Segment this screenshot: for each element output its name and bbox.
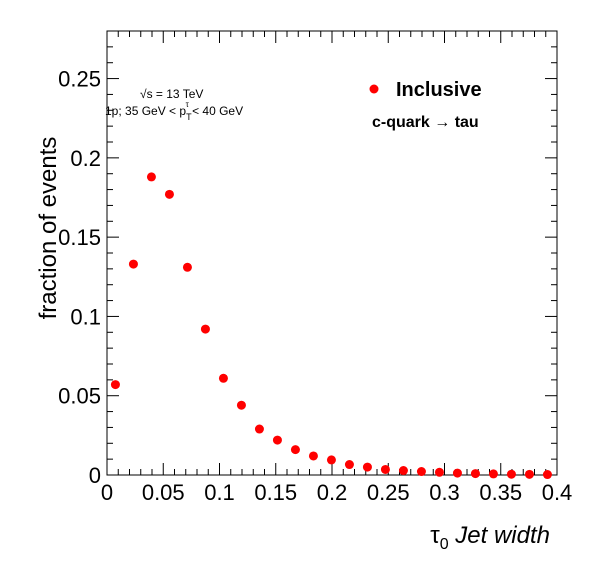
- data-point: [506, 469, 516, 479]
- data-point: [128, 259, 138, 269]
- x-axis-symbol: τ: [430, 522, 440, 549]
- data-point: [308, 451, 318, 461]
- selection-annotation-sub: T: [186, 112, 192, 122]
- y-tick-label: 0.25: [58, 67, 101, 92]
- data-point: [488, 469, 498, 479]
- x-tick-label: 0: [101, 480, 113, 505]
- x-tick-label: 0.05: [142, 480, 185, 505]
- selection-annotation-end: < 40 GeV: [189, 104, 243, 118]
- legend: Inclusive c-quark → tau: [369, 79, 482, 131]
- data-point: [182, 262, 192, 272]
- data-point: [164, 189, 174, 199]
- y-axis-title: fraction of events: [35, 137, 62, 320]
- data-point: [254, 424, 264, 434]
- data-point: [416, 467, 426, 477]
- x-tick-labels: 0 0.05 0.1 0.15 0.2 0.25 0.3 0.35 0.4: [101, 480, 572, 505]
- data-point: [146, 172, 156, 182]
- x-axis-title: τ0 Jet width: [430, 522, 550, 553]
- data-point: [326, 455, 336, 465]
- y-tick-label: 0.15: [58, 225, 101, 250]
- x-tick-label: 0.3: [429, 480, 460, 505]
- selection-annotation-sup: τ: [186, 100, 190, 109]
- x-axis-text: Jet width: [454, 522, 550, 549]
- selection-annotation-start: 1p; 35 GeV < p: [105, 104, 186, 118]
- y-tick-label: 0.05: [58, 384, 101, 409]
- data-point: [380, 464, 390, 474]
- data-points: [110, 172, 552, 480]
- data-point: [398, 466, 408, 476]
- x-tick-label: 0.15: [254, 480, 297, 505]
- data-point: [344, 460, 354, 470]
- data-point: [218, 373, 228, 383]
- data-point: [200, 324, 210, 334]
- x-tick-label: 0.35: [479, 480, 522, 505]
- legend-subtitle: c-quark → tau: [372, 114, 479, 131]
- x-tick-label: 0.1: [204, 480, 235, 505]
- selection-annotation: 1p; 35 GeV < pTτ < 40 GeV: [105, 100, 243, 122]
- legend-marker: [369, 84, 379, 94]
- data-point: [362, 462, 372, 472]
- x-axis-subscript: 0: [440, 536, 449, 553]
- data-point: [470, 469, 480, 479]
- data-point: [434, 467, 444, 477]
- energy-annotation: √s = 13 TeV: [140, 87, 203, 101]
- x-tick-label: 0.2: [317, 480, 348, 505]
- data-point: [290, 445, 300, 455]
- axis-ticks: [106, 30, 558, 476]
- y-tick-labels: 0 0.05 0.1 0.15 0.2 0.25: [58, 67, 101, 488]
- data-point: [524, 469, 534, 479]
- data-point: [272, 435, 282, 445]
- x-tick-label: 0.25: [367, 480, 410, 505]
- y-tick-label: 0.2: [70, 146, 101, 171]
- y-tick-label: 0.1: [70, 304, 101, 329]
- x-tick-label: 0.4: [542, 480, 573, 505]
- data-point: [236, 400, 246, 410]
- data-point: [452, 468, 462, 478]
- legend-label: Inclusive: [396, 79, 482, 101]
- data-point: [542, 470, 552, 480]
- data-point: [110, 380, 120, 390]
- y-tick-label: 0: [89, 463, 101, 488]
